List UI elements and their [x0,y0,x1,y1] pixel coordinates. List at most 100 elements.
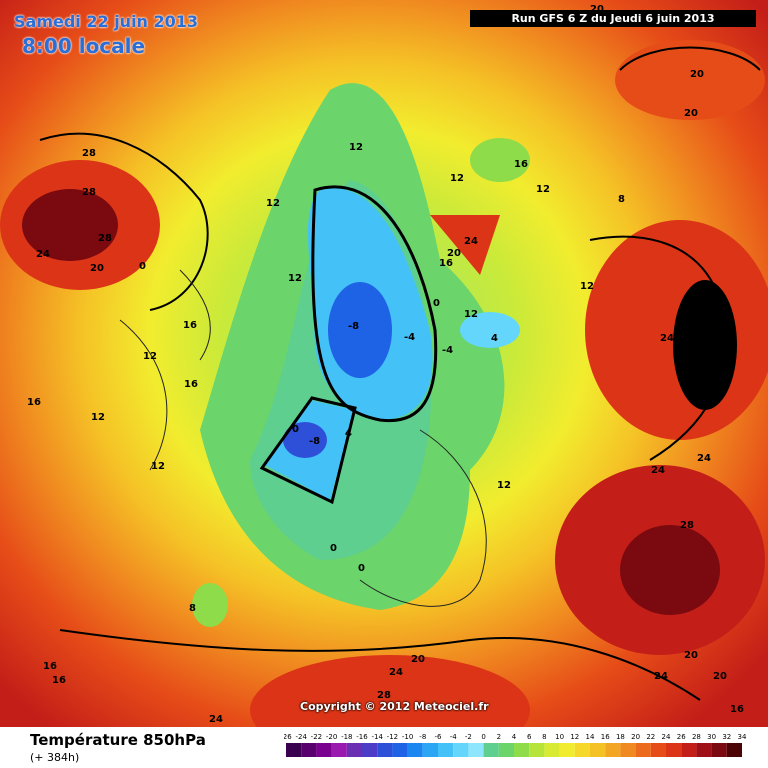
contour-label: 0 [139,261,146,272]
contour-label: 0 [358,563,365,574]
scale-swatch [635,743,651,757]
contour-labels: 2020202828282420012121281612122420161240… [27,4,744,725]
contour-label: 4 [345,428,352,439]
zero-contour-greenland [259,396,357,505]
scale-tick-label: -26 [284,733,292,741]
scale-tick-label: -6 [435,733,443,741]
contour-label: 12 [288,273,302,284]
scale-swatch [438,743,454,757]
scale-swatch [620,743,636,757]
contour-line-west [39,132,209,311]
contour-label: 16 [439,258,453,269]
scale-tick-label: 34 [738,733,747,741]
scale-ticks: -26-24-22-20-18-16-14-12-10-8-6-4-202468… [284,733,747,741]
cold-core-arctic [328,282,392,378]
contour-label: 0 [433,298,440,309]
contour-label: 12 [91,412,105,423]
contour-label: 28 [377,690,391,701]
contour-label: 16 [52,675,66,686]
coastline-north-america [119,269,211,471]
contour-label: 16 [43,661,57,672]
scale-tick-label: 6 [527,733,532,741]
scale-swatch [590,743,606,757]
color-scale: -26-24-22-20-18-16-14-12-10-8-6-4-202468… [284,733,747,757]
contour-label: 24 [651,465,665,476]
contour-label: 12 [349,142,363,153]
contour-label: 8 [618,194,625,205]
copyright-notice: Copyright © 2012 Meteociel.fr [300,700,489,713]
scale-swatch [711,743,727,757]
contour-line-northeast [619,46,761,71]
contour-line-south [59,629,701,701]
contour-label: 12 [464,309,478,320]
contour-label: -4 [442,345,453,356]
scale-tick-label: 22 [646,733,655,741]
contour-label: 24 [209,714,223,725]
contour-label: 12 [580,281,594,292]
contour-label: 20 [590,4,604,15]
contour-label: 0 [292,424,299,435]
scale-tick-label: -16 [356,733,368,741]
zero-contour-arctic [311,185,438,423]
contour-label: 24 [389,667,403,678]
scale-tick-label: 30 [707,733,716,741]
scale-swatch [650,743,666,757]
contour-label: 16 [514,159,528,170]
contour-label: 16 [27,397,41,408]
contour-label: 20 [90,263,104,274]
contour-label: 12 [151,461,165,472]
scale-swatches [286,743,742,757]
scale-swatch [544,743,560,757]
contour-label: -4 [404,332,415,343]
scale-tick-label: -24 [295,733,307,741]
contour-label: 20 [684,650,698,661]
scale-tick-label: 18 [616,733,625,741]
valid-time: 8:00 locale [22,34,146,58]
scale-tick-label: -4 [450,733,458,741]
hot-core-west [22,189,118,261]
scale-swatch [468,743,484,757]
scale-swatch [362,743,378,757]
contour-label: -8 [348,321,359,332]
hot-core-east [673,280,737,410]
contour-label: 12 [143,351,157,362]
valid-date: Samedi 22 juin 2013 [14,12,199,31]
variable-title: Température 850hPa [30,731,206,749]
scale-tick-label: -2 [465,733,472,741]
scale-tick-label: 32 [722,733,731,741]
scale-tick-label: 20 [631,733,640,741]
scale-swatch [346,743,362,757]
model-run-banner: Run GFS 6 Z du Jeudi 6 juin 2013 [470,10,756,27]
scale-swatch [316,743,332,757]
scale-swatch [666,743,682,757]
scale-swatch [605,743,621,757]
scale-tick-label: 26 [677,733,686,741]
contour-label: 20 [713,671,727,682]
warm-tongue [430,215,500,275]
scale-swatch [483,743,499,757]
scale-tick-label: 2 [497,733,501,741]
scale-swatch [726,743,742,757]
scale-swatch [392,743,408,757]
scale-tick-label: 0 [481,733,485,741]
cold-core-greenland [283,422,327,458]
scale-swatch [574,743,590,757]
scale-swatch [422,743,438,757]
contour-label: 24 [660,333,674,344]
scale-tick-label: 28 [692,733,701,741]
scale-swatch [331,743,347,757]
cold-pocket-east [460,312,520,348]
contour-label: 16 [730,704,744,715]
contour-label: 24 [36,249,50,260]
contour-label: 20 [690,69,704,80]
scale-swatch [286,743,302,757]
scale-tick-label: 14 [586,733,595,741]
contour-label: 12 [536,184,550,195]
scale-tick-label: -22 [311,733,322,741]
scale-tick-label: -12 [387,733,398,741]
scale-swatch [559,743,575,757]
scale-tick-label: 4 [512,733,517,741]
hot-core-southeast [620,525,720,615]
scale-tick-label: -20 [326,733,337,741]
